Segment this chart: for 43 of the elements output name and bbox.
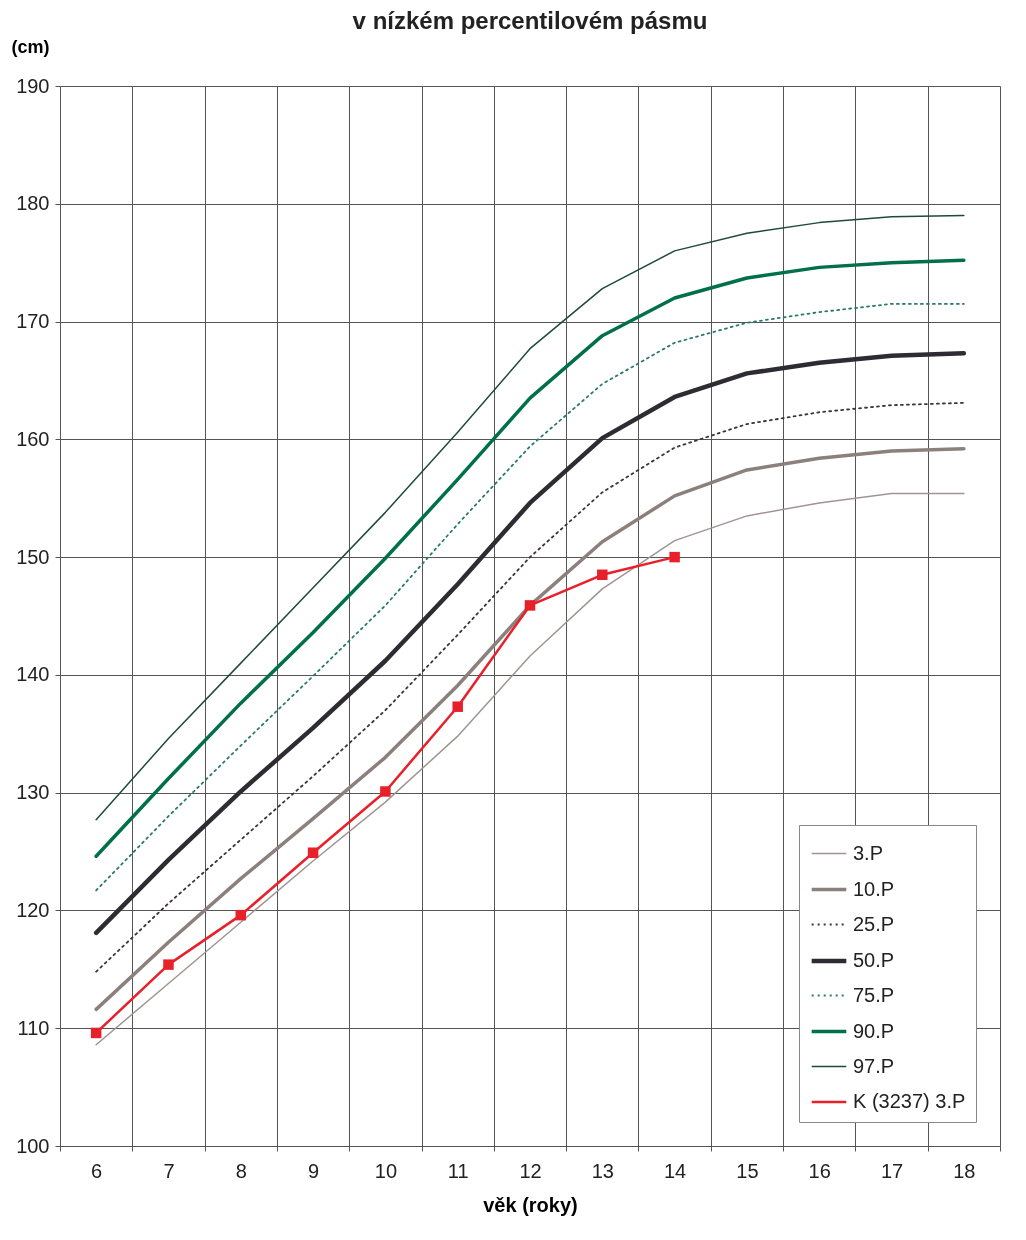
legend-label: 97.P	[853, 1054, 895, 1077]
point	[597, 569, 608, 581]
point	[235, 909, 247, 921]
legend-label: 50.P	[853, 949, 895, 971]
y-tick-label: 140	[16, 663, 50, 686]
legend-label: 25.P	[853, 912, 895, 935]
x-tick-label: 18	[953, 1159, 976, 1182]
x-tick-label: 11	[447, 1159, 469, 1182]
y-tick-label: 160	[16, 427, 50, 450]
y-tick-label: 150	[16, 545, 50, 568]
point	[380, 786, 391, 797]
y-tick-label: 180	[16, 192, 50, 215]
point	[452, 701, 463, 712]
point	[524, 600, 536, 611]
x-tick-label: 13	[591, 1159, 614, 1182]
x-tick-label: 7	[163, 1159, 175, 1182]
legend-label: K (3237) 3.P	[853, 1090, 966, 1112]
y-axis-title: (cm)	[11, 36, 50, 57]
legend-label: 10.P	[853, 877, 895, 900]
x-tick-label: 6	[91, 1159, 103, 1182]
x-tick-label: 8	[235, 1159, 247, 1182]
legend-label: 75.P	[853, 983, 895, 1006]
x-tick-label: 12	[519, 1159, 542, 1182]
x-tick-label: 14	[663, 1159, 687, 1182]
y-tick-label: 120	[16, 898, 50, 921]
y-tick-label: 190	[16, 74, 50, 97]
legend-label: 3.P	[853, 841, 884, 864]
point	[90, 1027, 102, 1039]
point	[163, 959, 174, 970]
x-tick-label: 17	[880, 1159, 904, 1182]
y-tick-label: 130	[16, 781, 50, 804]
point	[669, 551, 680, 563]
point	[307, 847, 319, 858]
y-tick-label: 110	[17, 1016, 50, 1039]
x-tick-label: 9	[308, 1159, 320, 1182]
x-axis-title: věk (roky)	[483, 1193, 578, 1216]
x-tick-label: 10	[374, 1159, 398, 1182]
x-tick-label: 15	[736, 1159, 759, 1182]
legend-label: 90.P	[853, 1019, 895, 1042]
y-tick-label: 100	[16, 1134, 50, 1157]
x-tick-label: 16	[808, 1159, 831, 1182]
y-tick-label: 170	[16, 310, 50, 333]
chart-title: v nízkém percentilovém pásmu	[352, 7, 708, 34]
